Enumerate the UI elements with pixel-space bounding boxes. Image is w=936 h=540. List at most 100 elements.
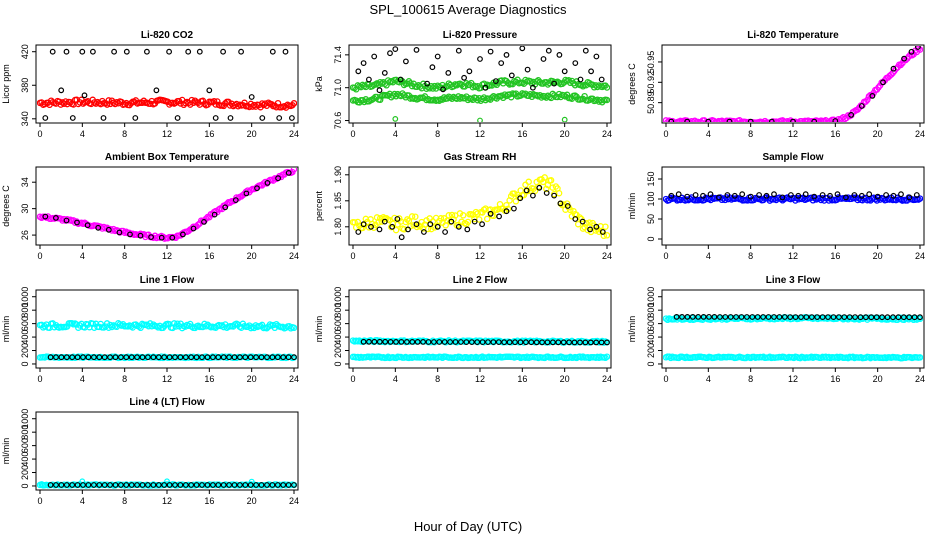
data-point bbox=[578, 215, 585, 223]
data-point bbox=[830, 314, 837, 321]
data-point bbox=[883, 192, 889, 198]
panel-title: Line 4 (LT) Flow bbox=[129, 397, 205, 408]
data-point bbox=[675, 191, 682, 198]
data-point bbox=[700, 192, 706, 199]
data-point bbox=[528, 339, 535, 346]
data-point bbox=[760, 119, 767, 122]
plot-area bbox=[350, 337, 610, 362]
plot-frame bbox=[348, 166, 612, 246]
x-tick-label: 8 bbox=[122, 374, 127, 384]
data-point bbox=[80, 482, 86, 488]
data-point bbox=[134, 354, 141, 361]
data-point bbox=[524, 66, 531, 73]
x-tick-label: 12 bbox=[475, 129, 485, 139]
data-point bbox=[392, 226, 400, 234]
y-tick-label: 71.0 bbox=[333, 79, 343, 97]
data-point bbox=[274, 482, 281, 488]
data-point bbox=[53, 214, 59, 221]
data-point bbox=[143, 48, 150, 55]
data-point bbox=[862, 98, 869, 105]
data-point bbox=[53, 482, 59, 488]
data-point bbox=[264, 179, 271, 186]
y-tick-label: 34 bbox=[20, 177, 30, 187]
data-point bbox=[461, 74, 468, 81]
data-point bbox=[763, 119, 770, 122]
y-axis-label: kPa bbox=[314, 76, 324, 92]
data-point bbox=[739, 191, 746, 198]
data-point bbox=[485, 339, 491, 346]
y-tick-label: 1000 bbox=[20, 287, 30, 307]
data-point bbox=[238, 48, 245, 55]
data-point bbox=[80, 354, 86, 361]
data-point bbox=[906, 314, 913, 321]
plot-area bbox=[37, 478, 297, 489]
data-point bbox=[668, 118, 675, 122]
x-tick-label: 24 bbox=[289, 374, 299, 384]
data-point bbox=[63, 217, 70, 224]
data-point bbox=[285, 482, 292, 488]
data-point bbox=[600, 232, 608, 240]
series-line-flow bbox=[37, 319, 297, 332]
data-point bbox=[166, 354, 173, 361]
data-point bbox=[582, 339, 589, 346]
data-point bbox=[220, 48, 227, 55]
data-point bbox=[523, 339, 529, 346]
data-point bbox=[836, 314, 842, 321]
data-point bbox=[858, 103, 865, 109]
data-point bbox=[199, 97, 207, 105]
data-point bbox=[150, 482, 157, 488]
x-tick-label: 16 bbox=[830, 129, 840, 139]
data-point bbox=[95, 224, 102, 231]
y-tick-label: 71.4 bbox=[333, 46, 343, 64]
data-point bbox=[79, 48, 86, 55]
data-point bbox=[164, 478, 170, 485]
x-tick-label: 4 bbox=[393, 129, 398, 139]
data-point bbox=[692, 192, 699, 198]
data-point bbox=[758, 118, 766, 122]
panel-title: Line 3 Flow bbox=[766, 275, 821, 286]
data-point bbox=[577, 339, 583, 346]
data-point bbox=[393, 339, 399, 345]
data-point bbox=[731, 192, 738, 199]
data-point bbox=[172, 354, 178, 361]
data-point bbox=[172, 482, 178, 488]
y-tick-label: 800 bbox=[333, 303, 343, 318]
x-tick-label: 0 bbox=[663, 374, 668, 384]
data-point bbox=[686, 119, 694, 122]
data-point bbox=[788, 192, 794, 198]
data-point bbox=[503, 52, 510, 58]
x-tick-label: 16 bbox=[830, 251, 840, 261]
data-point bbox=[360, 338, 367, 345]
data-point bbox=[560, 339, 567, 346]
y-tick-label: 70.6 bbox=[333, 112, 343, 130]
data-point bbox=[765, 314, 772, 320]
data-point bbox=[603, 84, 610, 91]
data-point bbox=[864, 96, 871, 104]
data-point bbox=[155, 354, 162, 361]
data-point bbox=[579, 83, 587, 90]
data-point bbox=[499, 94, 507, 102]
data-point bbox=[754, 314, 761, 320]
x-tick-label: 24 bbox=[289, 496, 299, 506]
data-point bbox=[397, 76, 404, 83]
panel-title: Li-820 Temperature bbox=[747, 30, 839, 41]
data-point bbox=[582, 47, 589, 54]
panel-li-820-pressure: Li-820 Pressure kPa 0 4 8 12 16 20 24 70.6 71.0 71.… bbox=[314, 30, 612, 139]
data-point bbox=[544, 339, 551, 346]
data-point bbox=[282, 48, 289, 55]
data-point bbox=[716, 194, 722, 201]
x-tick-label: 20 bbox=[873, 374, 883, 384]
data-point bbox=[148, 234, 155, 241]
data-point bbox=[798, 314, 804, 321]
x-tick-label: 20 bbox=[247, 129, 257, 139]
data-point bbox=[543, 190, 550, 196]
data-point bbox=[243, 190, 250, 197]
data-point bbox=[188, 482, 195, 488]
series-samples bbox=[355, 184, 606, 241]
data-point bbox=[665, 117, 673, 122]
data-point bbox=[563, 200, 571, 207]
y-tick-label: 340 bbox=[20, 111, 30, 126]
data-point bbox=[530, 84, 536, 91]
plot-frame bbox=[35, 44, 299, 124]
data-point bbox=[771, 191, 777, 198]
